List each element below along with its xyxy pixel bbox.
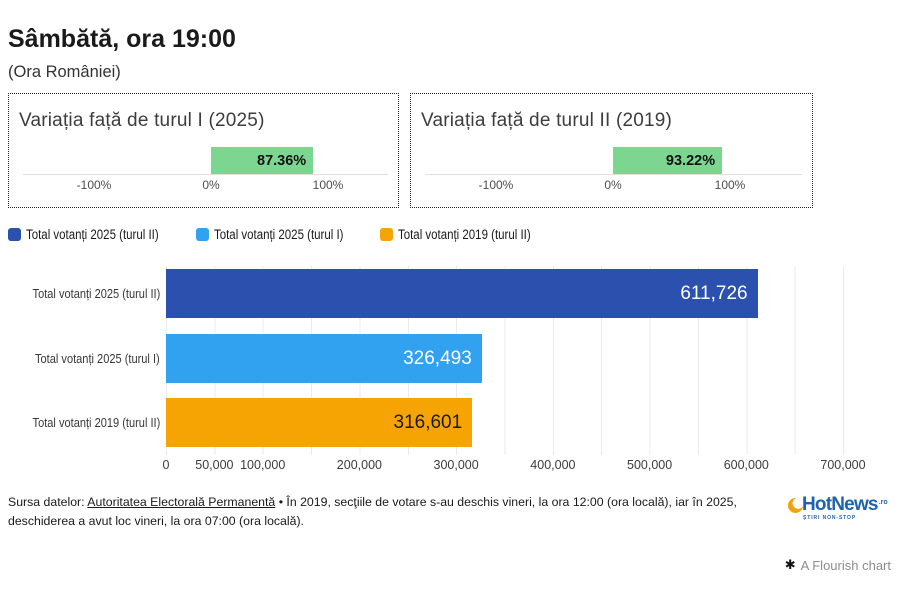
variation-panel-2025: Variația față de turul I (2025) 87.36% -… [8, 93, 399, 208]
x-axis-tick: 200,000 [336, 458, 382, 472]
x-axis-tick: 400,000 [530, 458, 576, 472]
hotnews-logo-tld: .ro [878, 499, 888, 506]
bar-value: 326,493 [403, 347, 472, 369]
mini-tick-neg100: -100% [478, 178, 514, 192]
legend-label: Total votanți 2025 (turul I) [214, 227, 344, 242]
source-note: Sursa datelor: Autoritatea Electorală Pe… [8, 493, 783, 531]
mini-tick-neg100: -100% [76, 178, 112, 192]
x-axis: 0 50,000 100,000 200,000 300,000 400,000 500,0… [162, 458, 866, 478]
x-axis-tick: 50,000 [195, 458, 234, 472]
variation-bar[interactable]: 93.22% [613, 147, 723, 174]
legend-item-2025-t2[interactable]: Total votanți 2025 (turul II) [8, 227, 182, 242]
mini-tick-100: 100% [312, 178, 344, 192]
x-axis-tick: 600,000 [723, 458, 769, 472]
category-label: Total votanți 2019 (turul II) [0, 398, 160, 447]
source-prefix: Sursa datelor: [8, 495, 88, 509]
bar-total-2019-turul2[interactable]: 316,601 [166, 398, 473, 447]
page-subtitle: (Ora României) [8, 63, 121, 81]
variation-panel-2019: Variația față de turul II (2019) 93.22% … [410, 93, 813, 208]
variation-value: 93.22% [665, 152, 716, 169]
hotnews-logo[interactable]: HotNews .ro ȘTIRI NON-STOP [788, 494, 888, 521]
plot-area: 611,726 326,493 316,601 [166, 266, 866, 455]
x-axis-tick: 300,000 [433, 458, 479, 472]
legend-swatch-dark-blue [8, 228, 21, 241]
variation-panel-title: Variația față de turul II (2019) [421, 110, 673, 131]
hotnews-tagline: ȘTIRI NON-STOP [803, 514, 857, 521]
legend-swatch-orange [380, 228, 394, 241]
page-title: Sâmbătă, ora 19:00 [8, 25, 236, 53]
variation-mini-chart: 93.22% -100% 0% 100% [411, 94, 812, 207]
mini-tick-0: 0% [604, 178, 622, 192]
hotnews-logo-text: HotNews [802, 494, 879, 515]
category-label-text: Total votanți 2019 (turul II) [32, 415, 160, 430]
bar-chart: Total votanți 2025 (turul II) Total vota… [0, 266, 907, 481]
source-text: În 2019, secţiile de votare s-au deschis… [8, 495, 737, 529]
bar-value: 611,726 [680, 282, 748, 304]
category-label: Total votanți 2025 (turul II) [0, 269, 160, 318]
hotnews-crescent-icon [788, 498, 803, 513]
flourish-credit-label: A Flourish chart [800, 557, 891, 573]
mini-axis-line [425, 174, 802, 175]
legend: Total votanți 2025 (turul II) Total vota… [8, 227, 569, 242]
category-label-text: Total votanți 2025 (turul I) [35, 351, 160, 366]
x-axis-tick: 500,000 [627, 458, 673, 472]
source-link[interactable]: Autoritatea Electorală Permanentă [87, 495, 276, 509]
variation-panel-title: Variația față de turul I (2025) [19, 110, 265, 131]
mini-axis-line [23, 174, 388, 175]
legend-item-2019-t2[interactable]: Total votanți 2019 (turul II) [380, 227, 554, 242]
bar-value: 316,601 [393, 411, 463, 433]
category-label-text: Total votanți 2025 (turul II) [32, 286, 160, 301]
x-axis-tick: 100,000 [240, 458, 286, 472]
bar-total-2025-turul1[interactable]: 326,493 [166, 334, 482, 383]
flourish-credit[interactable]: ✱ A Flourish chart [785, 557, 891, 573]
variation-value: 87.36% [257, 152, 307, 169]
legend-label: Total votanți 2019 (turul II) [398, 227, 532, 242]
legend-item-2025-t1[interactable]: Total votanți 2025 (turul I) [196, 227, 366, 242]
flourish-asterisk-icon: ✱ [784, 557, 796, 572]
x-axis-tick: 700,000 [820, 458, 866, 472]
source-separator: • [275, 495, 287, 509]
x-axis-tick: 0 [162, 458, 170, 472]
variation-mini-chart: 87.36% -100% 0% 100% [9, 94, 398, 207]
variation-bar[interactable]: 87.36% [211, 147, 314, 174]
bar-total-2025-turul2[interactable]: 611,726 [166, 269, 758, 318]
legend-label: Total votanți 2025 (turul II) [26, 227, 159, 242]
legend-swatch-light-blue [196, 228, 210, 241]
mini-tick-0: 0% [202, 178, 220, 192]
mini-tick-100: 100% [714, 178, 746, 192]
category-label: Total votanți 2025 (turul I) [0, 334, 160, 383]
